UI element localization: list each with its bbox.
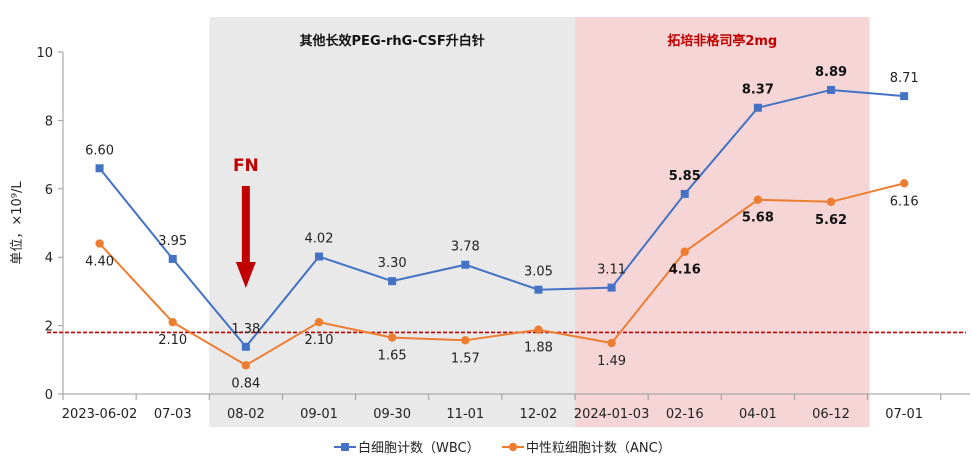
wbc-point — [95, 164, 104, 173]
anc-data-label: 1.65 — [378, 349, 407, 364]
x-tick-label: 04-01 — [739, 407, 777, 422]
wbc-point — [680, 189, 689, 198]
data-labels: 6.60 3.95 1.38 4.02 3.30 3.78 3.05 3.11 5.85 8.37… — [85, 65, 919, 391]
band-1 — [209, 17, 576, 427]
anc-data-label: 5.68 — [742, 211, 774, 226]
fn-arrow-head — [235, 262, 256, 288]
wbc-data-label: 5.85 — [669, 169, 701, 184]
wbc-point — [607, 283, 616, 292]
series-line-wbc — [98, 88, 905, 349]
legend-anc-label: 中性粒细胞计数（ANC） — [526, 441, 671, 456]
anc-data-label: 4.16 — [669, 263, 701, 278]
wbc-point — [534, 285, 543, 294]
y-tick-label: 6 — [45, 183, 53, 198]
x-tick-label: 09-01 — [300, 407, 338, 422]
anc-data-label: 1.57 — [451, 351, 480, 366]
y-tick-label: 0 — [45, 388, 53, 403]
x-tick-label: 02-16 — [666, 407, 704, 422]
wbc-point — [753, 103, 762, 112]
legend-wbc-marker — [341, 443, 349, 451]
anc-point — [534, 325, 543, 334]
legend: 白细胞计数（WBC） 中性粒细胞计数（ANC） — [334, 440, 671, 456]
anc-point — [95, 239, 104, 248]
fn-arrow-shaft — [241, 186, 250, 264]
y-tick-label: 8 — [45, 114, 53, 129]
wbc-point — [388, 277, 397, 286]
anc-point — [753, 195, 763, 204]
wbc-data-label: 3.78 — [451, 240, 480, 255]
wbc-data-label: 8.37 — [742, 83, 774, 98]
background-bands: 其他长效PEG-rhG-CSF升白针 拓培非格司亭2mg — [209, 17, 870, 427]
y-tick-label: 10 — [36, 46, 53, 61]
anc-data-label: 6.16 — [890, 194, 919, 209]
anc-data-label: 1.49 — [597, 354, 626, 369]
anc-data-label: 4.40 — [85, 255, 114, 270]
anc-point — [314, 317, 324, 327]
legend-wbc-label: 白细胞计数（WBC） — [358, 440, 480, 456]
x-tick-label: 11-01 — [446, 407, 484, 422]
band-label-2: 拓培非格司亭2mg — [667, 33, 777, 49]
anc-point — [680, 247, 689, 256]
anc-data-label: 1.88 — [524, 341, 553, 356]
series-lines — [95, 85, 909, 370]
anc-point — [461, 336, 470, 345]
y-tick-label: 4 — [45, 251, 53, 266]
wbc-point — [241, 342, 250, 351]
wbc-data-label: 6.60 — [85, 143, 114, 158]
anc-point — [387, 333, 397, 342]
anc-data-label: 5.62 — [815, 213, 847, 228]
anc-data-label: 2.10 — [305, 333, 334, 348]
wbc-data-label: 1.38 — [231, 322, 260, 337]
wbc-data-label: 3.30 — [378, 256, 407, 271]
x-tick-label: 06-12 — [812, 407, 850, 422]
band-2 — [575, 17, 870, 427]
wbc-point — [900, 92, 909, 101]
legend-anc-marker — [508, 442, 518, 452]
anc-data-label: 0.84 — [231, 376, 260, 391]
wbc-point — [168, 254, 177, 263]
x-tick-label: 09-30 — [373, 407, 411, 422]
x-tick-label: 08-02 — [227, 407, 265, 422]
x-tick-label: 12-02 — [520, 407, 558, 422]
anc-point — [607, 338, 616, 348]
x-tick-label: 2023-06-02 — [62, 407, 138, 422]
x-tick-label: 07-01 — [885, 407, 923, 422]
axes: 0 2 4 6 8 10 2023-06-02 07-03 08-02 09-01 09-30 11-… — [10, 46, 970, 422]
wbc-data-label: 3.05 — [524, 265, 553, 280]
band-label-1: 其他长效PEG-rhG-CSF升白针 — [300, 33, 485, 49]
anc-point — [168, 317, 177, 327]
fn-annotation: FN — [233, 156, 259, 288]
fn-label: FN — [233, 156, 259, 176]
x-tick-label: 2024-01-03 — [574, 407, 650, 422]
anc-data-label: 2.10 — [158, 333, 187, 348]
wbc-data-label: 3.11 — [597, 263, 626, 278]
wbc-data-label: 8.89 — [815, 65, 847, 80]
wbc-data-label: 8.71 — [890, 71, 919, 86]
y-axis-title: 单位，×10⁹/L — [10, 181, 25, 265]
wbc-point — [827, 85, 836, 94]
wbc-point — [461, 260, 470, 269]
anc-point — [826, 197, 836, 206]
anc-point — [899, 179, 909, 188]
series-line-anc — [98, 182, 905, 367]
wbc-data-label: 3.95 — [158, 234, 187, 249]
wbc-data-label: 4.02 — [305, 232, 334, 247]
x-tick-label: 07-03 — [154, 407, 192, 422]
wbc-point — [315, 252, 324, 261]
anc-point — [241, 361, 251, 370]
y-tick-label: 2 — [45, 320, 53, 335]
